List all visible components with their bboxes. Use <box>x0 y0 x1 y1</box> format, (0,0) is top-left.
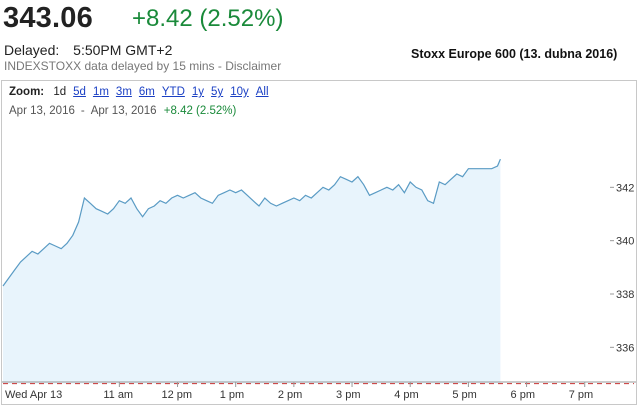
delayed-time: 5:50PM GMT+2 <box>73 42 173 58</box>
zoom-option-all[interactable]: All <box>255 86 269 98</box>
series-line <box>2 158 501 287</box>
y-tick-label: 338 <box>616 289 634 301</box>
zoom-option-ytd[interactable]: YTD <box>161 86 185 98</box>
quote-header: 343.06 +8.42 (2.52%) Delayed: 5:50PM GMT… <box>0 0 640 78</box>
x-tick-label: 7 pm <box>569 389 593 401</box>
delayed-label: Delayed: <box>4 42 60 58</box>
data-source: INDEXSTOXX data delayed by 15 mins - Dis… <box>4 59 281 73</box>
delay-info: Delayed: 5:50PM GMT+2 <box>4 42 172 58</box>
zoom-option-1d[interactable]: 1d <box>53 86 67 98</box>
date-range: Apr 13, 2016- Apr 13, 2016 +8.42 (2.52%) <box>9 105 236 117</box>
series-area <box>3 159 501 384</box>
y-tick-label: 340 <box>616 236 634 248</box>
source-text: INDEXSTOXX data delayed by 15 mins - <box>4 59 226 73</box>
y-tick-label: 336 <box>616 342 634 354</box>
zoom-bar: Zoom: 1d 5d 1m 3m 6m YTD 1y 5y 10y All <box>9 86 276 98</box>
range-separator: - <box>80 105 85 117</box>
zoom-option-3m[interactable]: 3m <box>115 86 132 98</box>
range-change: +8.42 (2.52%) <box>163 105 237 117</box>
x-tick-label: 1 pm <box>220 389 244 401</box>
x-tick-label: 6 pm <box>511 389 535 401</box>
zoom-option-1m[interactable]: 1m <box>92 86 109 98</box>
x-tick-label: 11 am <box>103 389 133 401</box>
range-end: Apr 13, 2016 <box>90 105 157 117</box>
zoom-option-5d[interactable]: 5d <box>73 86 86 98</box>
zoom-option-1y[interactable]: 1y <box>191 86 205 98</box>
x-tick-label: Wed Apr 13 <box>5 389 62 401</box>
zoom-option-5y[interactable]: 5y <box>211 86 224 98</box>
chart-title: Stoxx Europe 600 (13. dubna 2016) <box>411 47 618 61</box>
y-tick-label: 342 <box>616 182 634 194</box>
zoom-label: Zoom: <box>9 86 45 98</box>
x-tick-label: 5 pm <box>452 389 476 401</box>
zoom-option-10y[interactable]: 10y <box>230 86 249 98</box>
x-tick-label: 3 pm <box>336 389 360 401</box>
zoom-option-6m[interactable]: 6m <box>138 86 155 98</box>
price-change: +8.42 (2.52%) <box>132 5 284 32</box>
disclaimer-link[interactable]: Disclaimer <box>225 59 282 73</box>
x-tick-label: 12 pm <box>162 389 193 401</box>
x-tick-label: 4 pm <box>394 389 418 401</box>
chart-container: Zoom: 1d 5d 1m 3m 6m YTD 1y 5y 10y All Apr 13, 20… <box>1 80 637 405</box>
range-start: Apr 13, 2016 <box>9 105 75 117</box>
x-tick-label: 2 pm <box>278 389 302 401</box>
price-chart[interactable]: 336 338 340 342 Wed Apr 13 11 am 12 pm 1 pm 2 pm… <box>2 81 636 404</box>
current-price: 343.06 <box>3 2 93 34</box>
